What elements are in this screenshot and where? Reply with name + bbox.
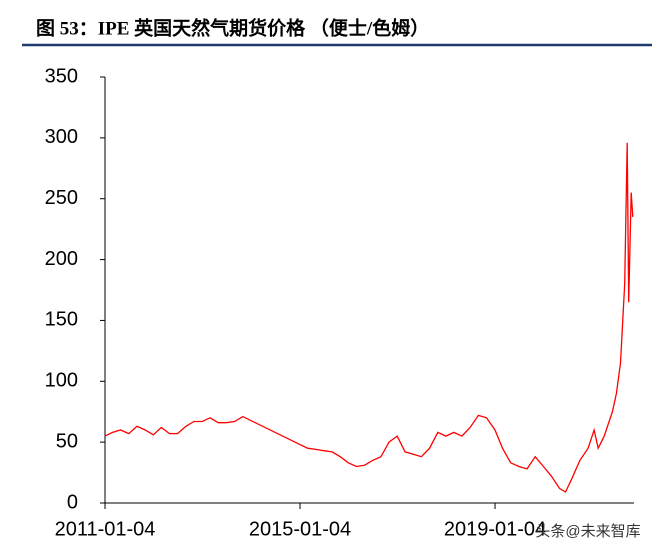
x-tick-label: 2011-01-04 <box>55 518 156 540</box>
y-tick-label: 250 <box>45 187 78 209</box>
y-tick-label: 300 <box>45 126 78 148</box>
watermark: 头条@未来智库 <box>535 522 640 540</box>
y-tick-label: 200 <box>45 248 78 270</box>
y-tick-label: 100 <box>45 370 78 392</box>
price-line <box>104 142 634 493</box>
y-tick-label: 350 <box>45 65 78 87</box>
x-tick-label: 2015-01-04 <box>249 518 351 540</box>
chart-title: 图 53：IPE 英国天然气期货价格 （便士/色姆） <box>36 16 429 39</box>
x-tick-label: 2019-01-04 <box>444 518 546 540</box>
y-tick-label: 150 <box>45 309 78 331</box>
y-tick-label: 50 <box>56 430 78 452</box>
y-tick-label: 0 <box>67 491 78 513</box>
